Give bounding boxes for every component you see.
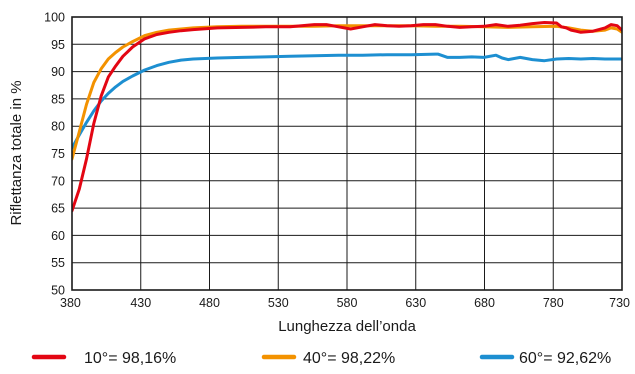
y-tick-label: 75 xyxy=(51,147,65,161)
y-tick-label: 55 xyxy=(51,256,65,270)
x-tick-label: 730 xyxy=(609,296,630,310)
x-tick-label: 680 xyxy=(474,296,495,310)
x-tick-labels: 380 430 480 530 580 630 680 780 730 xyxy=(60,296,630,310)
series-lines xyxy=(72,21,622,213)
x-axis-label: Lunghezza dell’onda xyxy=(278,318,416,335)
legend: 10°= 98,16% 40°= 98,22% 60°= 92,62% xyxy=(31,350,611,367)
series-line xyxy=(72,52,622,150)
legend-label: 10°= 98,16% xyxy=(84,350,176,367)
x-tick-label: 380 xyxy=(60,296,81,310)
y-tick-label: 60 xyxy=(51,229,65,243)
plot-frame xyxy=(71,16,623,291)
y-tick-label: 100 xyxy=(44,11,65,25)
x-tick-label: 780 xyxy=(543,296,564,310)
x-tick-label: 630 xyxy=(405,296,426,310)
grid xyxy=(72,17,622,290)
y-tick-label: 90 xyxy=(51,65,65,79)
y-tick-label: 70 xyxy=(51,174,65,188)
y-axis-label: Riflettanza totale in % xyxy=(8,80,25,225)
y-tick-label: 95 xyxy=(51,38,65,52)
x-tick-label: 430 xyxy=(130,296,151,310)
x-tick-label: 580 xyxy=(337,296,358,310)
y-tick-label: 85 xyxy=(51,92,65,106)
y-tick-label: 50 xyxy=(51,284,65,298)
x-tick-label: 480 xyxy=(199,296,220,310)
x-tick-label: 530 xyxy=(268,296,289,310)
legend-label: 60°= 92,62% xyxy=(519,350,611,367)
y-tick-label: 80 xyxy=(51,120,65,134)
series-line xyxy=(72,21,622,213)
y-tick-label: 65 xyxy=(51,202,65,216)
legend-label: 40°= 98,22% xyxy=(303,350,395,367)
y-tick-labels: 50 55 60 65 70 75 80 85 90 95 100 xyxy=(44,11,65,298)
